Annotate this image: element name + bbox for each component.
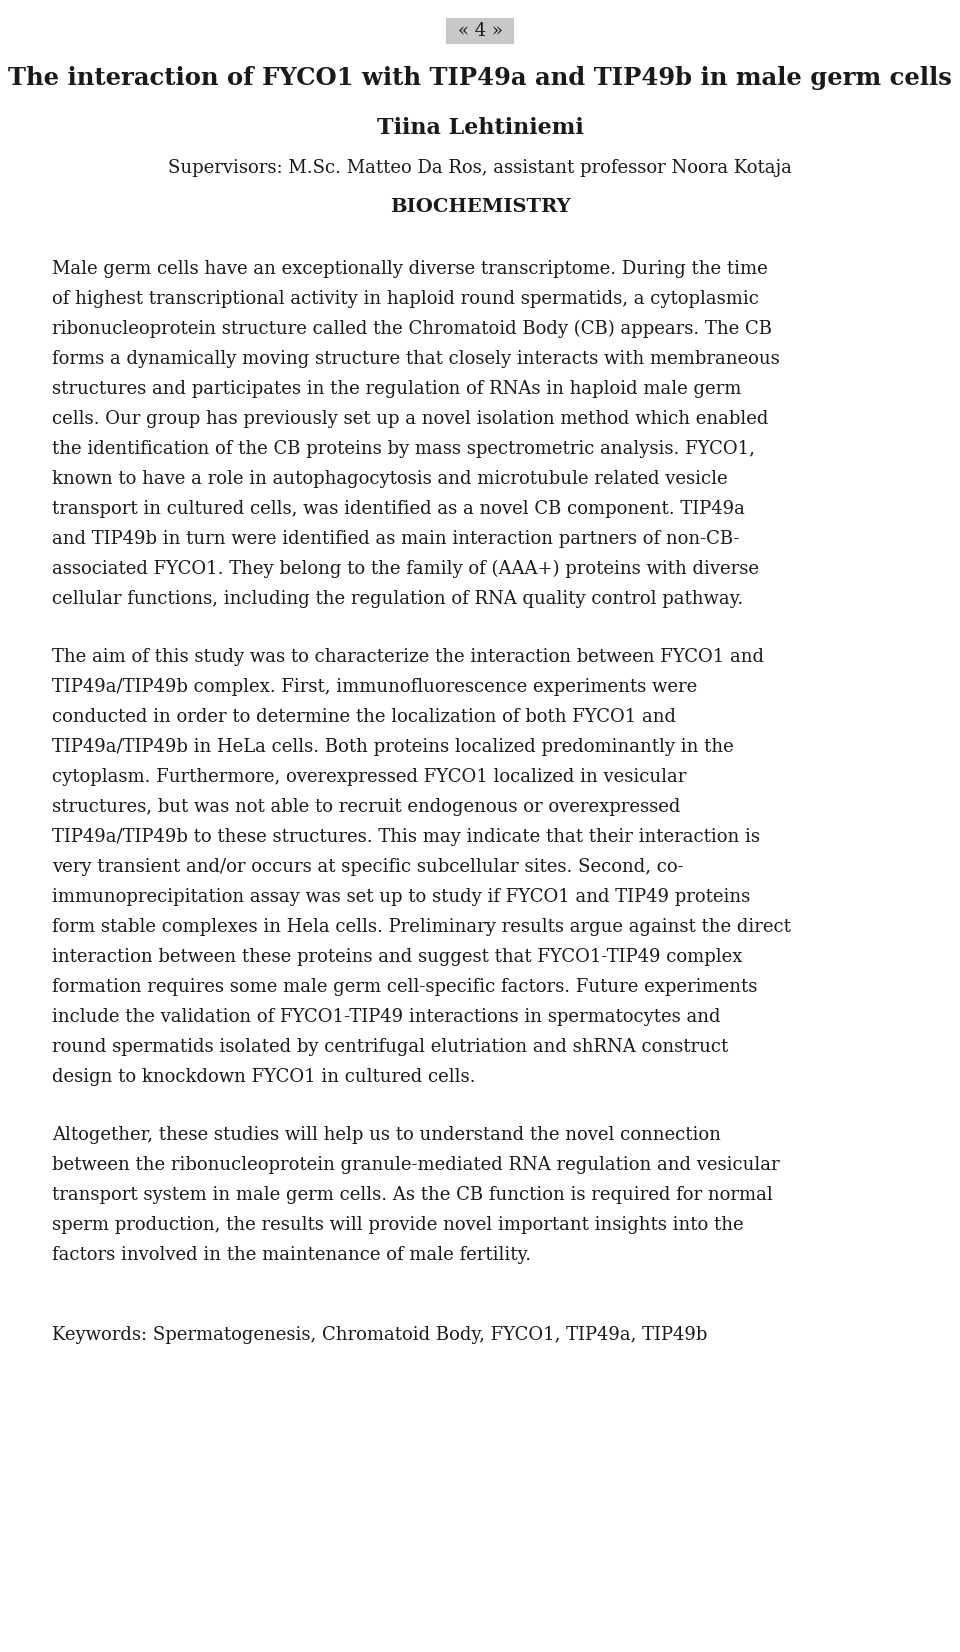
Text: « 4 »: « 4 » xyxy=(458,21,502,40)
Text: cytoplasm. Furthermore, overexpressed FYCO1 localized in vesicular: cytoplasm. Furthermore, overexpressed FY… xyxy=(52,768,686,786)
Text: the identification of the CB proteins by mass spectrometric analysis. FYCO1,: the identification of the CB proteins by… xyxy=(52,439,755,458)
Text: round spermatids isolated by centrifugal elutriation and shRNA construct: round spermatids isolated by centrifugal… xyxy=(52,1037,729,1056)
Text: transport in cultured cells, was identified as a novel CB component. TIP49a: transport in cultured cells, was identif… xyxy=(52,501,745,519)
Text: The aim of this study was to characterize the interaction between FYCO1 and: The aim of this study was to characteriz… xyxy=(52,648,764,666)
Text: Altogether, these studies will help us to understand the novel connection: Altogether, these studies will help us t… xyxy=(52,1127,721,1143)
Text: include the validation of FYCO1-TIP49 interactions in spermatocytes and: include the validation of FYCO1-TIP49 in… xyxy=(52,1008,721,1026)
Text: TIP49a/TIP49b complex. First, immunofluorescence experiments were: TIP49a/TIP49b complex. First, immunofluo… xyxy=(52,677,697,695)
Text: ribonucleoprotein structure called the Chromatoid Body (CB) appears. The CB: ribonucleoprotein structure called the C… xyxy=(52,320,772,339)
Text: conducted in order to determine the localization of both FYCO1 and: conducted in order to determine the loca… xyxy=(52,709,676,725)
Text: known to have a role in autophagocytosis and microtubule related vesicle: known to have a role in autophagocytosis… xyxy=(52,471,728,487)
Text: Tiina Lehtiniemi: Tiina Lehtiniemi xyxy=(376,117,584,139)
Text: TIP49a/TIP49b in HeLa cells. Both proteins localized predominantly in the: TIP49a/TIP49b in HeLa cells. Both protei… xyxy=(52,738,733,757)
Text: between the ribonucleoprotein granule-mediated RNA regulation and vesicular: between the ribonucleoprotein granule-me… xyxy=(52,1156,780,1175)
Text: BIOCHEMISTRY: BIOCHEMISTRY xyxy=(390,198,570,216)
Text: Male germ cells have an exceptionally diverse transcriptome. During the time: Male germ cells have an exceptionally di… xyxy=(52,259,768,278)
Text: interaction between these proteins and suggest that FYCO1-TIP49 complex: interaction between these proteins and s… xyxy=(52,948,742,966)
Text: Keywords: Spermatogenesis, Chromatoid Body, FYCO1, TIP49a, TIP49b: Keywords: Spermatogenesis, Chromatoid Bo… xyxy=(52,1327,708,1345)
Text: TIP49a/TIP49b to these structures. This may indicate that their interaction is: TIP49a/TIP49b to these structures. This … xyxy=(52,828,760,846)
Text: of highest transcriptional activity in haploid round spermatids, a cytoplasmic: of highest transcriptional activity in h… xyxy=(52,291,758,307)
Text: sperm production, the results will provide novel important insights into the: sperm production, the results will provi… xyxy=(52,1216,744,1234)
Text: very transient and/or occurs at specific subcellular sites. Second, co-: very transient and/or occurs at specific… xyxy=(52,857,684,876)
Text: design to knockdown FYCO1 in cultured cells.: design to knockdown FYCO1 in cultured ce… xyxy=(52,1067,475,1085)
Text: structures, but was not able to recruit endogenous or overexpressed: structures, but was not able to recruit … xyxy=(52,798,681,816)
Text: immunoprecipitation assay was set up to study if FYCO1 and TIP49 proteins: immunoprecipitation assay was set up to … xyxy=(52,889,751,905)
Text: The interaction of FYCO1 with TIP49a and TIP49b in male germ cells: The interaction of FYCO1 with TIP49a and… xyxy=(8,66,952,89)
FancyBboxPatch shape xyxy=(446,18,514,45)
Text: transport system in male germ cells. As the CB function is required for normal: transport system in male germ cells. As … xyxy=(52,1186,773,1204)
Text: cellular functions, including the regulation of RNA quality control pathway.: cellular functions, including the regula… xyxy=(52,590,743,608)
Text: formation requires some male germ cell-specific factors. Future experiments: formation requires some male germ cell-s… xyxy=(52,978,757,996)
Text: factors involved in the maintenance of male fertility.: factors involved in the maintenance of m… xyxy=(52,1246,531,1264)
Text: Supervisors: M.Sc. Matteo Da Ros, assistant professor Noora Kotaja: Supervisors: M.Sc. Matteo Da Ros, assist… xyxy=(168,159,792,177)
Text: and TIP49b in turn were identified as main interaction partners of non-CB-: and TIP49b in turn were identified as ma… xyxy=(52,530,739,548)
Text: form stable complexes in Hela cells. Preliminary results argue against the direc: form stable complexes in Hela cells. Pre… xyxy=(52,919,791,937)
Text: associated FYCO1. They belong to the family of (AAA+) proteins with diverse: associated FYCO1. They belong to the fam… xyxy=(52,560,759,578)
Text: cells. Our group has previously set up a novel isolation method which enabled: cells. Our group has previously set up a… xyxy=(52,410,768,428)
Text: forms a dynamically moving structure that closely interacts with membraneous: forms a dynamically moving structure tha… xyxy=(52,350,780,368)
Text: structures and participates in the regulation of RNAs in haploid male germ: structures and participates in the regul… xyxy=(52,380,741,398)
